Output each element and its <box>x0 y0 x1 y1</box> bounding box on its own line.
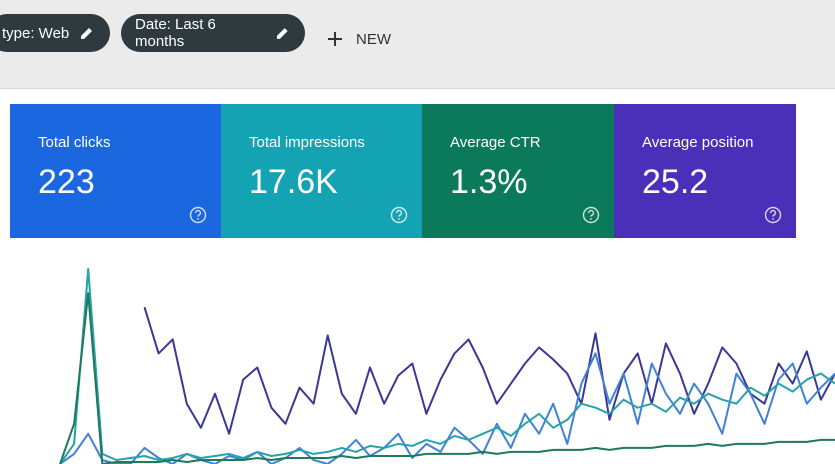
filter-label: type: Web <box>2 24 70 42</box>
plus-icon <box>328 32 342 46</box>
edit-icon <box>81 28 93 39</box>
filter-bar: type: Web Date: Last 6 months NEW <box>0 0 835 89</box>
series-line <box>59 352 835 464</box>
metric-value: 223 <box>38 163 95 201</box>
help-icon[interactable] <box>390 206 408 224</box>
filter-label: Date: Last 6 months <box>135 16 216 50</box>
metric-card[interactable]: Average CTR 1.3% <box>422 104 614 238</box>
metric-label: Total clicks <box>38 134 111 151</box>
filter-chip[interactable]: type: Web <box>0 14 110 52</box>
performance-chart <box>59 268 835 464</box>
metric-value: 17.6K <box>249 163 338 201</box>
edit-icon <box>277 28 289 39</box>
new-label: NEW <box>356 30 391 48</box>
filter-chip[interactable]: Date: Last 6 months <box>121 14 305 52</box>
metric-card[interactable]: Total clicks 223 <box>10 104 221 238</box>
series-line <box>143 306 835 435</box>
help-icon[interactable] <box>764 206 782 224</box>
metric-value: 1.3% <box>450 163 528 201</box>
metric-card[interactable]: Total impressions 17.6K <box>221 104 422 238</box>
series-line <box>59 292 835 464</box>
metric-label: Average position <box>642 134 754 151</box>
help-icon[interactable] <box>189 206 207 224</box>
metric-card[interactable]: Average position 25.2 <box>614 104 796 238</box>
metric-label: Total impressions <box>249 134 365 151</box>
help-icon[interactable] <box>582 206 600 224</box>
metric-value: 25.2 <box>642 163 709 201</box>
metric-label: Average CTR <box>450 134 541 151</box>
series-line <box>59 268 835 464</box>
new-button[interactable]: NEW <box>326 24 391 54</box>
